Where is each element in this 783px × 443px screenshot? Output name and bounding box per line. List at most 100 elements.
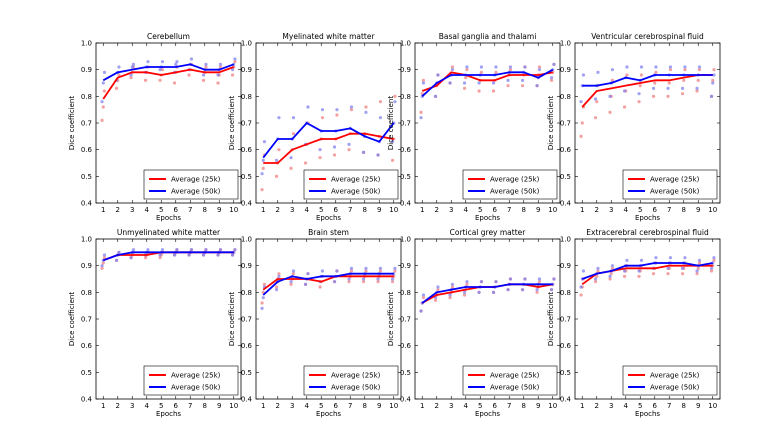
- scatter-point-25k: [709, 269, 714, 273]
- y-tick-label: 1.0: [560, 40, 571, 48]
- scatter-point-25k: [201, 78, 206, 82]
- x-axis-label: Epochs: [635, 214, 660, 222]
- y-tick-label: 0.6: [241, 146, 253, 154]
- y-tick-label: 0.5: [241, 173, 252, 181]
- scatter-point-25k: [508, 68, 513, 72]
- scatter-point-25k: [143, 256, 148, 260]
- scatter-point-25k: [332, 153, 337, 157]
- scatter-point-25k: [549, 78, 554, 82]
- y-tick-label: 1.0: [81, 236, 92, 244]
- scatter-point-25k: [260, 301, 264, 305]
- scatter-point-50k: [608, 94, 612, 98]
- scatter-point-50k: [711, 81, 715, 85]
- chart-panel-5: Unmyelinated white matter 0.4 0.5 0.6 0.7 0.8…: [68, 228, 242, 418]
- scatter-point-50k: [378, 266, 383, 270]
- y-tick-label: 0.5: [400, 173, 411, 181]
- x-tick-label: 9: [696, 402, 700, 410]
- chart-panel-6: Brain stem 0.4 0.5 0.6 0.7 0.8 0.9 1.0 1 2 3 4 5 6 7 8 9…: [228, 228, 402, 418]
- y-tick-label: 0.4: [81, 396, 93, 404]
- x-tick-label: 6: [493, 206, 498, 214]
- scatter-point-50k: [291, 116, 296, 120]
- x-tick-label: 4: [464, 402, 469, 410]
- scatter-point-50k: [130, 65, 134, 69]
- scatter-point-25k: [448, 296, 452, 300]
- scatter-point-25k: [462, 86, 467, 90]
- scatter-point-50k: [230, 68, 235, 72]
- scatter-point-50k: [579, 100, 583, 104]
- x-tick-label: 8: [203, 206, 207, 214]
- x-axis-label: Epochs: [316, 214, 341, 222]
- y-tick-label: 0.4: [560, 396, 572, 404]
- x-tick-label: 4: [464, 206, 469, 214]
- scatter-point-25k: [318, 156, 322, 160]
- scatter-point-50k: [318, 148, 322, 152]
- scatter-point-50k: [596, 266, 600, 270]
- y-tick-label: 0.8: [81, 289, 92, 297]
- chart-title: Cortical grey matter: [450, 228, 527, 237]
- scatter-point-50k: [625, 65, 629, 69]
- scatter-point-25k: [608, 110, 612, 114]
- legend-label: Average (50k): [490, 384, 540, 392]
- x-tick-label: 8: [203, 402, 207, 410]
- scatter-point-25k: [172, 81, 177, 85]
- scatter-point-50k: [520, 78, 525, 82]
- scatter-point-25k: [608, 277, 612, 281]
- legend-label: Average (50k): [331, 188, 381, 196]
- scatter-point-25k: [158, 256, 162, 260]
- scatter-point-50k: [552, 277, 556, 281]
- scatter-point-50k: [549, 288, 554, 292]
- y-tick-label: 1.0: [560, 236, 571, 244]
- scatter-point-25k: [711, 78, 715, 82]
- chart-panel-3: Basal ganglia and thalami 0.4 0.5 0.6 0.7 0.8…: [387, 32, 561, 222]
- x-tick-label: 2: [435, 206, 439, 214]
- x-tick-label: 5: [478, 402, 482, 410]
- series-line-50k: [581, 262, 713, 280]
- scatter-point-50k: [450, 282, 455, 286]
- x-tick-label: 2: [116, 206, 120, 214]
- scatter-point-25k: [378, 100, 383, 104]
- chart-title: Basal ganglia and thalami: [439, 32, 537, 41]
- scatter-point-25k: [609, 272, 613, 276]
- scatter-point-25k: [696, 266, 700, 270]
- scatter-point-25k: [349, 269, 354, 273]
- scatter-point-25k: [277, 272, 281, 276]
- y-tick-label: 0.7: [81, 316, 92, 324]
- scatter-point-50k: [465, 280, 469, 284]
- scatter-point-50k: [291, 269, 296, 273]
- x-tick-label: 1: [101, 206, 105, 214]
- scatter-point-50k: [332, 145, 337, 149]
- legend-label: Average (50k): [650, 188, 700, 196]
- y-tick-label: 0.4: [400, 396, 412, 404]
- scatter-point-25k: [349, 108, 354, 112]
- chart-panel-4: Ventricular cerebrospinal fluid 0.4 0.5 0.6…: [547, 32, 721, 222]
- scatter-point-50k: [549, 76, 554, 80]
- series-line-50k: [421, 283, 553, 304]
- y-tick-label: 0.7: [560, 316, 571, 324]
- scatter-point-50k: [204, 248, 208, 252]
- x-tick-label: 8: [682, 206, 686, 214]
- scatter-point-50k: [683, 65, 687, 69]
- x-tick-label: 7: [348, 206, 352, 214]
- x-tick-label: 8: [522, 206, 526, 214]
- chart-title: Brain stem: [308, 228, 349, 237]
- scatter-point-50k: [146, 248, 150, 252]
- series-line-50k: [421, 68, 554, 97]
- scatter-point-50k: [289, 280, 293, 284]
- scatter-point-50k: [216, 253, 220, 257]
- legend-label: Average (25k): [171, 372, 221, 380]
- y-tick-label: 0.8: [241, 289, 252, 297]
- x-tick-label: 4: [305, 206, 310, 214]
- y-tick-label: 1.0: [241, 40, 252, 48]
- y-tick-label: 1.0: [400, 236, 411, 244]
- scatter-point-50k: [230, 253, 235, 257]
- x-tick-label: 4: [624, 206, 629, 214]
- scatter-point-50k: [421, 81, 426, 85]
- scatter-point-50k: [216, 73, 220, 77]
- legend-box: [303, 169, 399, 200]
- scatter-point-50k: [306, 105, 310, 109]
- chart-title: Cerebellum: [147, 32, 190, 41]
- scatter-point-25k: [593, 116, 598, 120]
- scatter-point-50k: [668, 65, 673, 69]
- scatter-point-50k: [376, 153, 380, 157]
- scatter-point-50k: [233, 57, 237, 61]
